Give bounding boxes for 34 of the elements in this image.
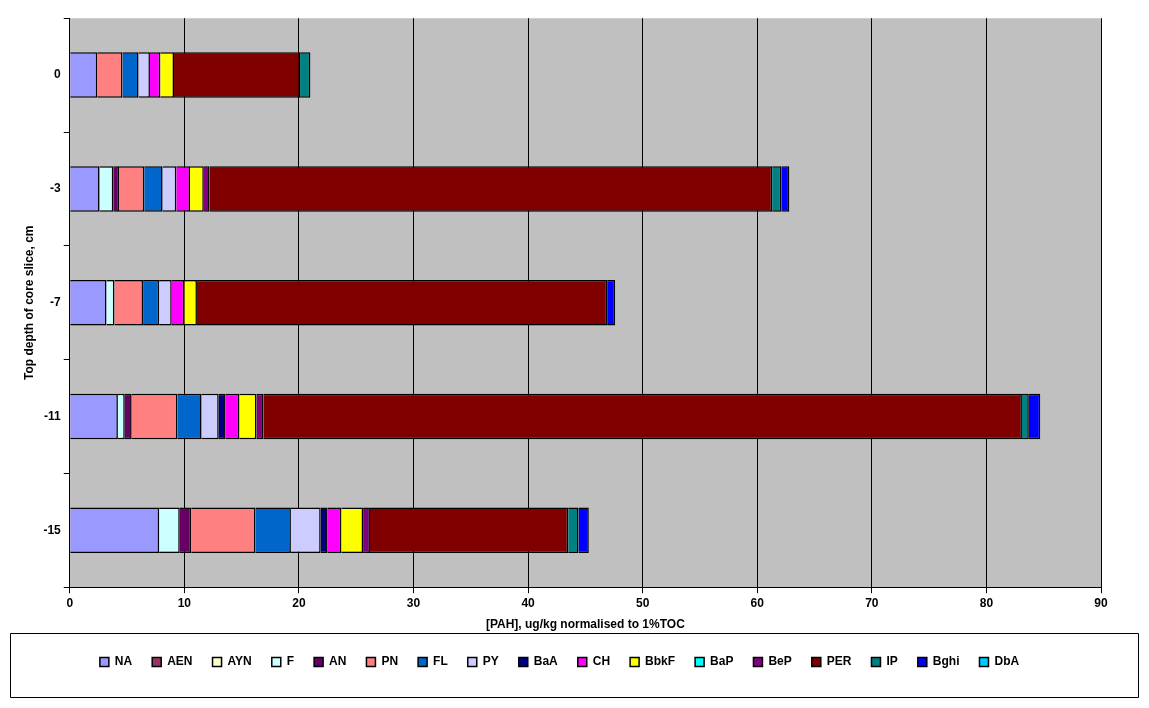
x-tick-label: 70: [865, 595, 879, 610]
legend-label: AEN: [167, 654, 193, 669]
legend-label: BaP: [710, 654, 734, 669]
legend-label: CH: [592, 654, 611, 669]
x-tick-label: 40: [521, 595, 536, 610]
legend-label: BbkF: [645, 654, 676, 669]
legend-label: BeP: [768, 654, 792, 669]
legend-label: AN: [329, 654, 347, 669]
y-tick-label: -15: [43, 522, 62, 537]
legend-label: PY: [482, 654, 499, 669]
y-tick-label: -3: [50, 181, 62, 196]
legend-label: PN: [381, 654, 399, 669]
x-tick-label: 10: [177, 595, 192, 610]
legend-label: Bghi: [932, 654, 960, 669]
x-tick-label: 50: [635, 595, 650, 610]
x-tick-label: 20: [292, 595, 306, 610]
x-tick-label: 30: [406, 595, 421, 610]
x-tick-label: 0: [66, 595, 74, 610]
legend-label: F: [286, 654, 295, 669]
x-axis-title: [PAH], ug/kg normalised to 1%TOC: [485, 617, 686, 632]
legend-label: IP: [886, 654, 898, 669]
legend-label: DbA: [994, 654, 1020, 669]
x-tick-label: 60: [750, 595, 765, 610]
legend-label: AYN: [227, 654, 252, 669]
x-tick-label: 90: [1094, 595, 1108, 610]
y-tick-label: -11: [44, 408, 62, 423]
x-tick-label: 80: [979, 595, 994, 610]
legend-label: BaA: [533, 654, 559, 669]
legend-label: PER: [826, 654, 852, 669]
legend-label: FL: [433, 654, 448, 669]
legend-label: NA: [114, 654, 133, 669]
y-tick-label: 0: [54, 67, 62, 82]
y-axis-title: Top depth of core slice, cm: [21, 225, 36, 380]
y-tick-label: -7: [50, 295, 62, 310]
